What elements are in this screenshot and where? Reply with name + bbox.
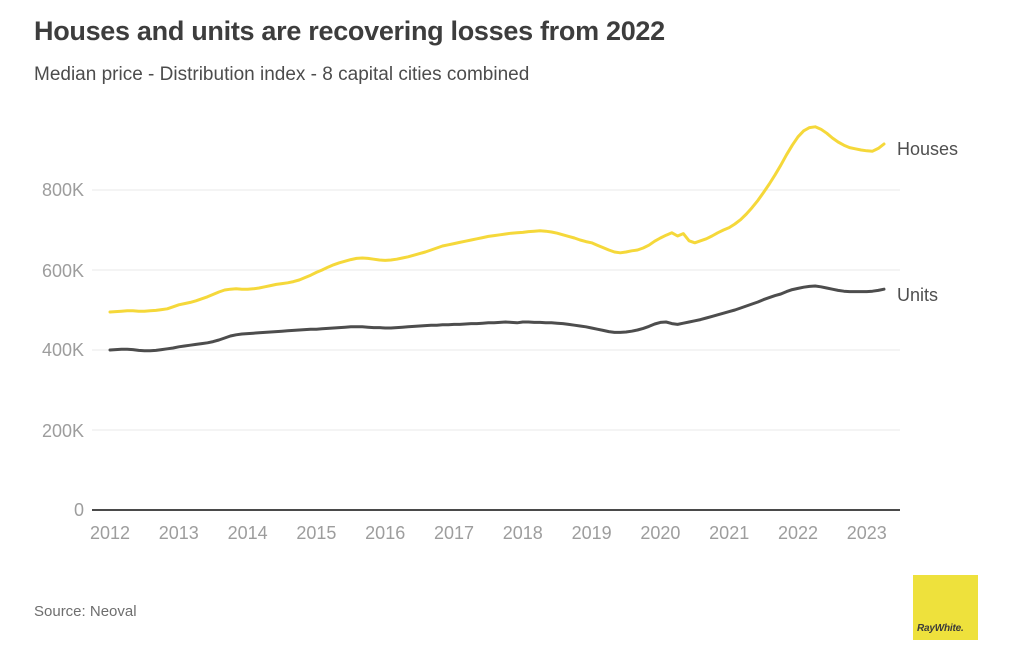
y-tick-400k: 400K (42, 340, 84, 360)
y-tick-600k: 600K (42, 261, 84, 281)
x-tick-2021: 2021 (709, 523, 749, 543)
page-title: Houses and units are recovering losses f… (34, 16, 665, 46)
source-text: Source: Neoval (34, 603, 137, 620)
y-tick-0: 0 (74, 500, 84, 520)
x-tick-2023: 2023 (847, 523, 887, 543)
gridlines (92, 189, 900, 431)
houses-line (108, 125, 886, 314)
y-tick-800k: 800K (42, 180, 84, 200)
raywhite-logo-text: RayWhite. (917, 623, 964, 634)
x-tick-2013: 2013 (159, 523, 199, 543)
x-tick-2016: 2016 (365, 523, 405, 543)
page-subtitle: Median price - Distribution index - 8 ca… (34, 64, 530, 85)
x-tick-2018: 2018 (503, 523, 543, 543)
x-tick-2022: 2022 (778, 523, 818, 543)
series-label-houses: Houses (897, 139, 958, 159)
x-tick-2012: 2012 (90, 523, 130, 543)
x-tick-2017: 2017 (434, 523, 474, 543)
units-line (108, 284, 886, 353)
y-axis-labels: 800K 600K 400K 200K 0 (42, 180, 84, 520)
x-axis-labels: 2012 2013 2014 2015 2016 2017 2018 2019 … (90, 523, 887, 543)
x-tick-2019: 2019 (572, 523, 612, 543)
x-tick-2015: 2015 (296, 523, 336, 543)
series-label-units: Units (897, 285, 938, 305)
raywhite-logo: RayWhite. (913, 575, 978, 640)
y-tick-200k: 200K (42, 421, 84, 441)
x-tick-2014: 2014 (228, 523, 268, 543)
x-tick-2020: 2020 (640, 523, 680, 543)
